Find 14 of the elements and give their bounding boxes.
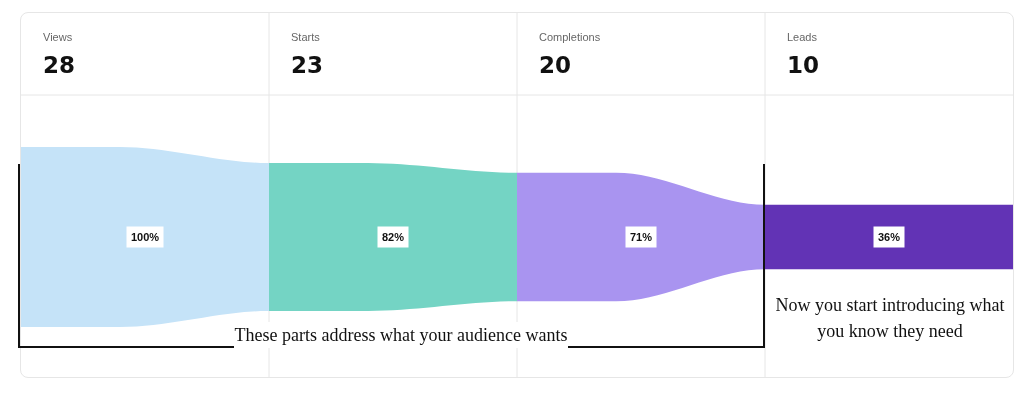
text: 71% xyxy=(630,231,653,243)
data-label: 28 xyxy=(43,52,76,78)
category-label: Completions xyxy=(539,31,601,43)
text: 36% xyxy=(878,231,901,243)
data-label: 10 xyxy=(787,52,820,78)
text: Now you start introducing what you know they need xyxy=(774,294,1006,344)
text: 82% xyxy=(382,231,405,243)
category-label: Starts xyxy=(291,31,321,43)
category-label: Leads xyxy=(787,31,818,43)
text: These parts address what your audience wants xyxy=(234,322,568,349)
category-label: Views xyxy=(43,31,73,43)
data-label: 20 xyxy=(539,52,572,78)
text: 100% xyxy=(131,231,160,243)
data-label: 23 xyxy=(291,52,324,78)
